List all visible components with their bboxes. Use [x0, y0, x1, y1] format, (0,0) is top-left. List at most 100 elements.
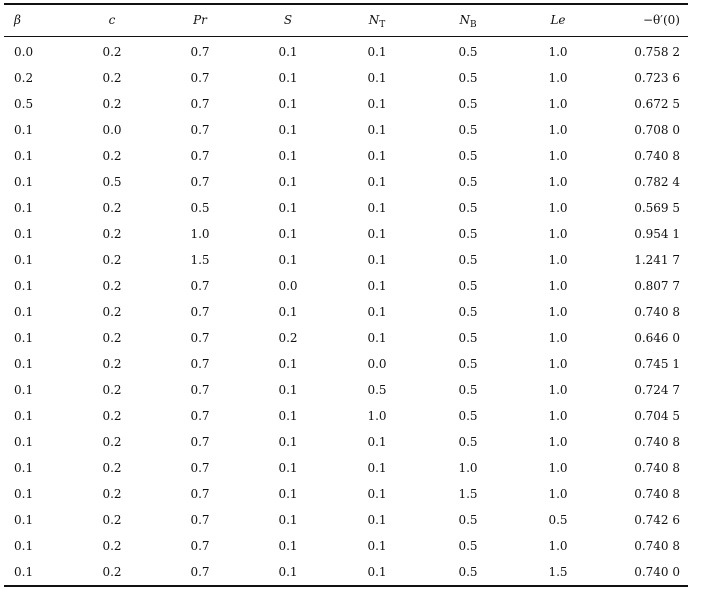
table-cell: 0.1 — [278, 487, 298, 501]
table-cell: 0.7 — [190, 279, 210, 293]
table-cell: 0.1 — [14, 513, 34, 527]
table-cell: 0.2 — [102, 565, 122, 579]
table-cell: 0.7 — [190, 97, 210, 111]
table-cell: 0.5 — [367, 383, 387, 397]
header-subscript: T — [379, 20, 386, 30]
table-cell: 0.740 8 — [634, 435, 680, 449]
table-cell: 0.708 0 — [634, 123, 680, 137]
table-cell: 1.0 — [548, 305, 568, 319]
table-cell: 0.1 — [14, 487, 34, 501]
table-cell: 0.745 1 — [634, 357, 680, 371]
table-cell: 0.2 — [102, 149, 122, 163]
table-cell: 0.2 — [102, 45, 122, 59]
table-cell: 0.2 — [102, 305, 122, 319]
table-cell: 0.2 — [102, 435, 122, 449]
table-cell: 0.5 — [458, 565, 478, 579]
table-cell: 0.1 — [367, 487, 387, 501]
table-cell: 0.2 — [102, 253, 122, 267]
table-cell: 0.1 — [367, 539, 387, 553]
table-cell: 0.1 — [367, 461, 387, 475]
table-cell: 0.5 — [458, 435, 478, 449]
table-cell: 0.1 — [367, 175, 387, 189]
table-cell: 0.5 — [458, 409, 478, 423]
table-cell: 1.0 — [548, 461, 568, 475]
table-cell: 1.0 — [548, 279, 568, 293]
table-cell: 1.0 — [190, 227, 210, 241]
table-cell: 0.7 — [190, 175, 210, 189]
table-cell: 0.0 — [14, 45, 34, 59]
table-cell: 0.1 — [14, 357, 34, 371]
table-cell: 0.1 — [14, 149, 34, 163]
table-cell: 0.569 5 — [634, 201, 680, 215]
table-cell: 1.0 — [548, 123, 568, 137]
table-cell: 0.740 8 — [634, 305, 680, 319]
table-cell: 0.1 — [278, 123, 298, 137]
table-cell: 0.1 — [278, 227, 298, 241]
table-cell: 1.0 — [548, 227, 568, 241]
table-cell: 1.0 — [548, 487, 568, 501]
table-cell: 0.5 — [190, 201, 210, 215]
table-cell: 0.2 — [14, 71, 34, 85]
table-cell: 0.1 — [278, 539, 298, 553]
table-cell: 0.1 — [14, 253, 34, 267]
table-cell: 0.1 — [14, 331, 34, 345]
column-header: Le — [550, 13, 566, 27]
table-cell: 0.1 — [278, 175, 298, 189]
table-cell: 0.1 — [367, 305, 387, 319]
table-cell: 0.1 — [278, 71, 298, 85]
table-cell: 0.1 — [278, 305, 298, 319]
table-cell: 0.1 — [14, 279, 34, 293]
table-cell: 0.1 — [14, 305, 34, 319]
table-cell: 1.0 — [458, 461, 478, 475]
table-cell: 0.646 0 — [634, 331, 680, 345]
table-cell: 0.5 — [458, 123, 478, 137]
table-cell: 1.241 7 — [634, 253, 680, 267]
table-cell: 0.1 — [367, 149, 387, 163]
table-cell: 0.5 — [458, 513, 478, 527]
table-cell: 0.5 — [458, 71, 478, 85]
table-cell: 0.5 — [102, 175, 122, 189]
table-cell: 0.5 — [14, 97, 34, 111]
header-base: N — [368, 13, 380, 27]
table-cell: 0.7 — [190, 331, 210, 345]
table-cell: 0.7 — [190, 305, 210, 319]
table-cell: 0.2 — [102, 461, 122, 475]
table-cell: 0.723 6 — [634, 71, 680, 85]
table-cell: 0.5 — [458, 253, 478, 267]
table-cell: 0.2 — [102, 487, 122, 501]
table-cell: 1.0 — [548, 45, 568, 59]
table-cell: 0.2 — [102, 279, 122, 293]
table-cell: 0.1 — [278, 97, 298, 111]
table-cell: 0.5 — [458, 175, 478, 189]
bottom-rule — [4, 585, 688, 587]
table-cell: 0.1 — [14, 383, 34, 397]
table-cell: 0.2 — [102, 71, 122, 85]
table-cell: 1.0 — [548, 539, 568, 553]
table-cell: 1.0 — [548, 201, 568, 215]
table-cell: 0.1 — [367, 253, 387, 267]
table-cell: 0.7 — [190, 487, 210, 501]
table-cell: 0.5 — [458, 149, 478, 163]
table-cell: 0.1 — [278, 201, 298, 215]
table-cell: 0.5 — [458, 331, 478, 345]
column-header: NB — [459, 12, 476, 33]
table-cell: 0.740 8 — [634, 487, 680, 501]
table-cell: 0.1 — [367, 71, 387, 85]
table-cell: 0.1 — [278, 513, 298, 527]
table-cell: 0.1 — [278, 565, 298, 579]
table-cell: 0.1 — [367, 513, 387, 527]
table-cell: 0.1 — [278, 149, 298, 163]
table-cell: 0.1 — [14, 201, 34, 215]
table-cell: 1.0 — [548, 97, 568, 111]
table-cell: 0.5 — [458, 227, 478, 241]
table-cell: 0.740 0 — [634, 565, 680, 579]
table-cell: 0.7 — [190, 45, 210, 59]
table-cell: 0.2 — [102, 357, 122, 371]
table-cell: 0.5 — [548, 513, 568, 527]
table-cell: 1.0 — [548, 331, 568, 345]
table-cell: 0.1 — [278, 253, 298, 267]
table-cell: 0.1 — [367, 279, 387, 293]
table-cell: 0.7 — [190, 383, 210, 397]
table-cell: 0.2 — [102, 331, 122, 345]
table-cell: 1.5 — [190, 253, 210, 267]
